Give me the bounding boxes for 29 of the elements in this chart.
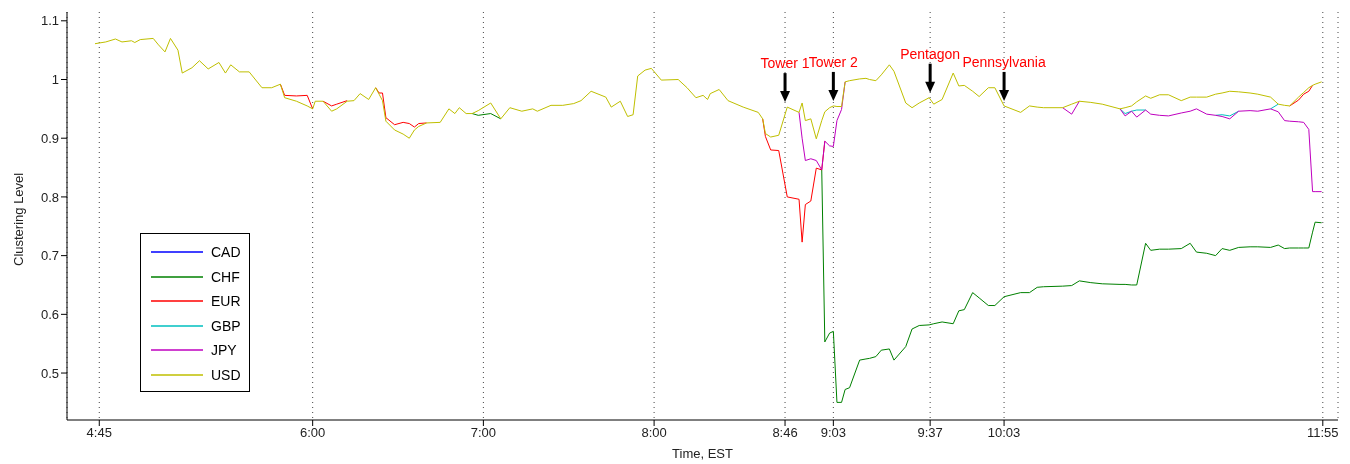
legend-label: CAD — [211, 244, 241, 261]
annotation: Tower 1 — [760, 55, 810, 72]
y-tick-label: 0.5 — [40, 365, 59, 381]
x-tick-label: 7:00 — [470, 425, 497, 441]
annotation: Tower 2 — [808, 53, 859, 70]
x-tick-label: 9:03 — [820, 425, 847, 441]
y-tick-label: 1.1 — [40, 13, 59, 29]
y-tick-label: 0.6 — [40, 306, 59, 322]
x-tick-label: 10:03 — [987, 425, 1021, 441]
line-series — [94, 37, 1323, 140]
x-axis-title: Time, EST — [672, 446, 734, 461]
x-tick-label: 6:00 — [300, 425, 326, 441]
x-tick-label: 4:45 — [86, 425, 112, 441]
legend-label: USD — [211, 366, 241, 383]
legend-label: JPY — [211, 342, 237, 359]
y-tick-label: 0.8 — [40, 189, 59, 205]
y-tick-label: 1 — [51, 72, 59, 88]
annotation: Pentagon — [900, 45, 961, 62]
legend-label: GBP — [211, 317, 241, 334]
x-tick-label: 8:00 — [641, 425, 667, 441]
y-axis-title: Clustering Level — [10, 172, 26, 266]
legend-label: EUR — [211, 293, 241, 310]
x-tick-label: 11:55 — [1307, 425, 1339, 441]
legend-label: CHF — [211, 268, 240, 285]
y-tick-label: 0.9 — [40, 130, 59, 146]
x-tick-label: 9:37 — [917, 425, 943, 441]
annotation: Pennsylvania — [962, 53, 1046, 70]
y-tick-label: 0.7 — [40, 248, 59, 264]
x-tick-label: 8:46 — [772, 425, 798, 441]
